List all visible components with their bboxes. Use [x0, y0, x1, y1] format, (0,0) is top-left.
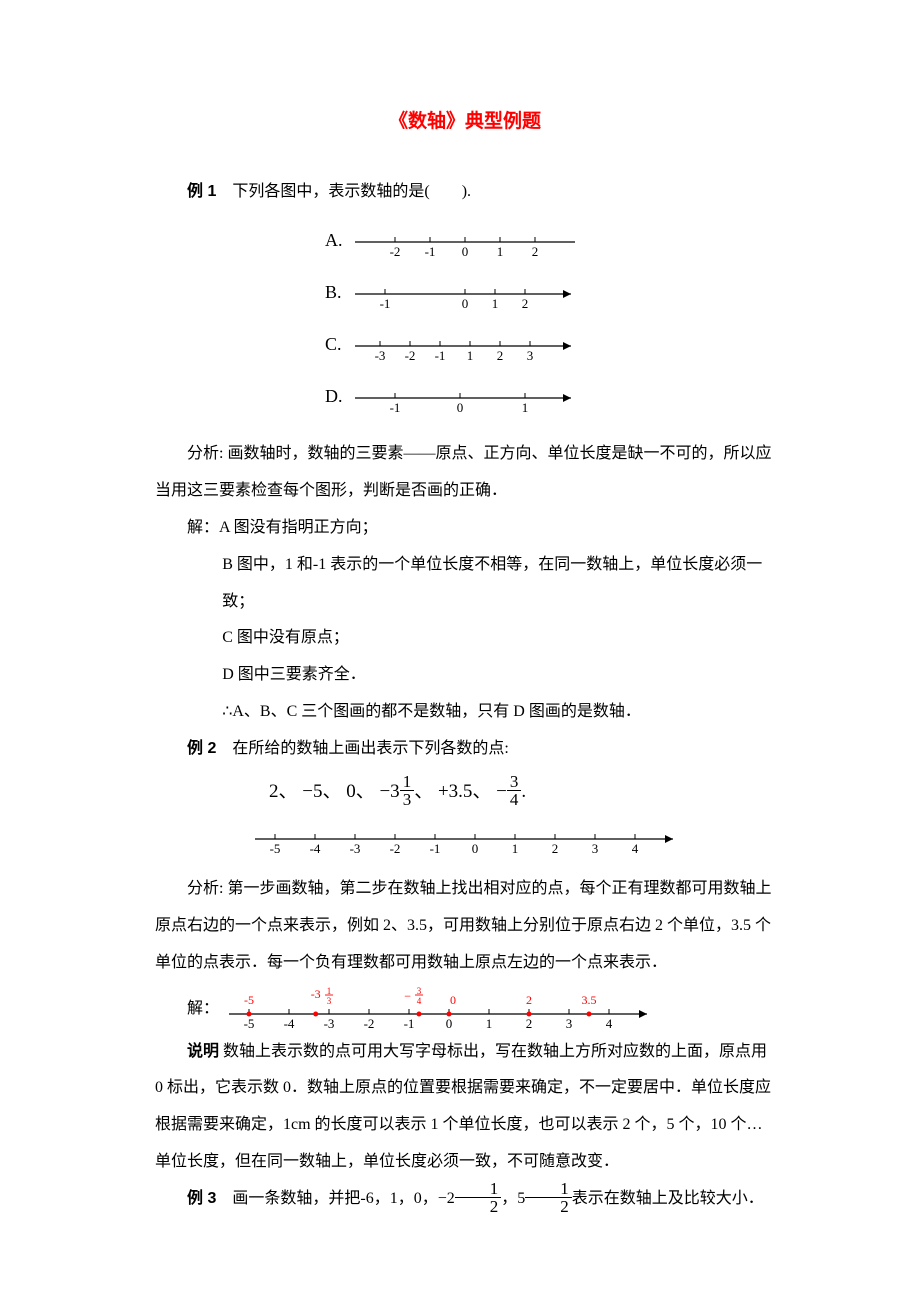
svg-text:-1: -1	[380, 296, 391, 311]
svg-text:3: 3	[592, 841, 599, 856]
ex1-stem-text: 下列各图中，表示数轴的是( ).	[232, 183, 471, 200]
ex2-frac2: 34	[507, 773, 522, 808]
ex1-label: 例 1	[187, 183, 216, 200]
svg-text:0: 0	[462, 244, 469, 259]
ex2-num-p2: 、 +3.5、	[414, 781, 496, 802]
svg-text:4: 4	[417, 996, 422, 1006]
svg-text:3: 3	[327, 996, 332, 1006]
ex1-sol-b: B 图中，1 和-1 表示的一个单位长度不相等，在同一数轴上，单位长度必须一致；	[155, 547, 775, 621]
ex3-label: 例 3	[187, 1190, 216, 1207]
svg-text:-5: -5	[244, 993, 254, 1007]
svg-text:0: 0	[446, 1016, 453, 1031]
svg-text:-3: -3	[311, 987, 321, 1001]
ex2-label: 例 2	[187, 740, 216, 757]
ex2-sol-ticks: -5 -4 -3 -2 -1 0 1 2 3 4	[244, 1009, 613, 1031]
svg-text:-2: -2	[390, 244, 401, 259]
option-c-ticks: -3 -2 -1 1 2 3	[375, 341, 534, 363]
svg-text:-3: -3	[350, 841, 361, 856]
ex2-note-lead: 说明	[187, 1043, 219, 1060]
ex3-mid: ，	[501, 1190, 517, 1207]
option-a-ticks: -2 -1 0 1 2	[390, 237, 539, 259]
svg-text:3: 3	[417, 986, 422, 996]
svg-text:-1: -1	[390, 400, 401, 415]
svg-text:-4: -4	[284, 1016, 295, 1031]
svg-text:0: 0	[457, 400, 464, 415]
svg-text:4: 4	[606, 1016, 613, 1031]
svg-text:3: 3	[527, 348, 534, 363]
doc-title: 《数轴》典型例题	[155, 100, 775, 144]
svg-text:-1: -1	[425, 244, 436, 259]
ex2-stem-text: 在所给的数轴上画出表示下列各数的点:	[232, 740, 508, 757]
option-a-label: A.	[325, 230, 343, 250]
svg-text:3.5: 3.5	[582, 993, 597, 1007]
option-c-label: C.	[325, 334, 342, 354]
ex2-num-p1: −3	[379, 781, 399, 802]
ex2-note: 说明 数轴上表示数的点可用大写字母标出，写在数轴上方所对应数的上面，原点用 0 …	[155, 1034, 775, 1181]
svg-text:3: 3	[566, 1016, 573, 1031]
svg-text:2: 2	[497, 348, 504, 363]
ex2-solution-axis: -5 -4 -3 -2 -1 0 1 2 3 4 -5 -3 1 3	[219, 982, 659, 1034]
svg-text:-4: -4	[310, 841, 321, 856]
svg-text:1: 1	[486, 1016, 493, 1031]
ex2-sol-points: -5 -3 1 3 − 3 4 0 2 3.5	[244, 986, 597, 1017]
svg-text:-1: -1	[404, 1016, 415, 1031]
ex1-options-figure: A. -2 -1 0 1 2 B. -1 0 1 2 C. -3 -2 -1 1…	[315, 218, 615, 428]
ex2-frac1: 13	[400, 773, 415, 808]
ex2-stem: 例 2 在所给的数轴上画出表示下列各数的点:	[155, 731, 775, 768]
ex2-blank-axis: -5 -4 -3 -2 -1 0 1 2 3 4	[245, 823, 685, 863]
svg-text:2: 2	[526, 993, 532, 1007]
ex1-sol-d: D 图中三要素齐全．	[155, 657, 775, 694]
ex2-num-p0: 2、 −5、 0、	[269, 781, 379, 802]
ex1-conclusion: ∴A、B、C 三个图画的都不是数轴，只有 D 图画的是数轴．	[155, 694, 775, 731]
svg-text:0: 0	[450, 993, 456, 1007]
ex2-numbers: 2、 −5、 0、 −313、 +3.5、 −34.	[155, 768, 775, 816]
svg-text:1: 1	[327, 986, 332, 996]
svg-text:-2: -2	[390, 841, 401, 856]
ex2-num-p4: .	[521, 781, 526, 802]
svg-text:0: 0	[472, 841, 479, 856]
ex3-poswhole: 5	[517, 1190, 525, 1207]
ex3-frac1: 12	[455, 1180, 502, 1215]
option-b-label: B.	[325, 282, 342, 302]
svg-text:2: 2	[522, 296, 529, 311]
ex2-analysis: 分析: 第一步画数轴，第二步在数轴上找出相对应的点，每个正有理数都可用数轴上原点…	[155, 871, 775, 981]
svg-text:0: 0	[462, 296, 469, 311]
svg-text:2: 2	[526, 1016, 533, 1031]
svg-text:4: 4	[632, 841, 639, 856]
svg-text:1: 1	[467, 348, 474, 363]
svg-text:-2: -2	[405, 348, 416, 363]
svg-text:2: 2	[532, 244, 539, 259]
ex3-negwhole: −2	[438, 1190, 455, 1207]
option-d-ticks: -1 0 1	[390, 393, 529, 415]
svg-text:1: 1	[512, 841, 519, 856]
svg-text:1: 1	[497, 244, 504, 259]
ex3-stem: 例 3 画一条数轴，并把-6，1，0，−212，512表示在数轴上及比较大小．	[155, 1181, 775, 1218]
ex1-sol-c: C 图中没有原点；	[155, 620, 775, 657]
ex1-sol-a: 解：A 图没有指明正方向；	[155, 510, 775, 547]
ex3-suffix: 表示在数轴上及比较大小．	[572, 1190, 764, 1207]
ex3-prefix: 画一条数轴，并把-6，1，0，	[232, 1190, 437, 1207]
ex1-stem: 例 1 下列各图中，表示数轴的是( ).	[155, 174, 775, 211]
ex2-solution-label: 解：	[155, 991, 219, 1034]
svg-text:-1: -1	[430, 841, 441, 856]
ex1-analysis: 分析: 画数轴时，数轴的三要素——原点、正方向、单位长度是缺一不可的，所以应当用…	[155, 436, 775, 510]
svg-text:-1: -1	[435, 348, 446, 363]
ex2-note-body: 数轴上表示数的点可用大写字母标出，写在数轴上方所对应数的上面，原点用 0 标出，…	[155, 1043, 771, 1170]
svg-text:1: 1	[492, 296, 499, 311]
ex2-solution-row: 解： -5 -4 -3 -2 -1 0 1 2 3 4 -5 -3	[155, 982, 775, 1034]
svg-text:-3: -3	[324, 1016, 335, 1031]
svg-text:-5: -5	[270, 841, 281, 856]
option-b-ticks: -1 0 1 2	[380, 289, 529, 311]
ex2-num-p3: −	[496, 781, 507, 802]
ex3-frac2: 12	[525, 1180, 572, 1215]
option-d-label: D.	[325, 386, 343, 406]
svg-text:-5: -5	[244, 1016, 255, 1031]
svg-text:−: −	[404, 989, 411, 1003]
svg-text:-3: -3	[375, 348, 386, 363]
svg-text:1: 1	[522, 400, 529, 415]
ex2-blank-ticks: -5 -4 -3 -2 -1 0 1 2 3 4	[270, 834, 639, 856]
svg-text:2: 2	[552, 841, 559, 856]
svg-text:-2: -2	[364, 1016, 375, 1031]
